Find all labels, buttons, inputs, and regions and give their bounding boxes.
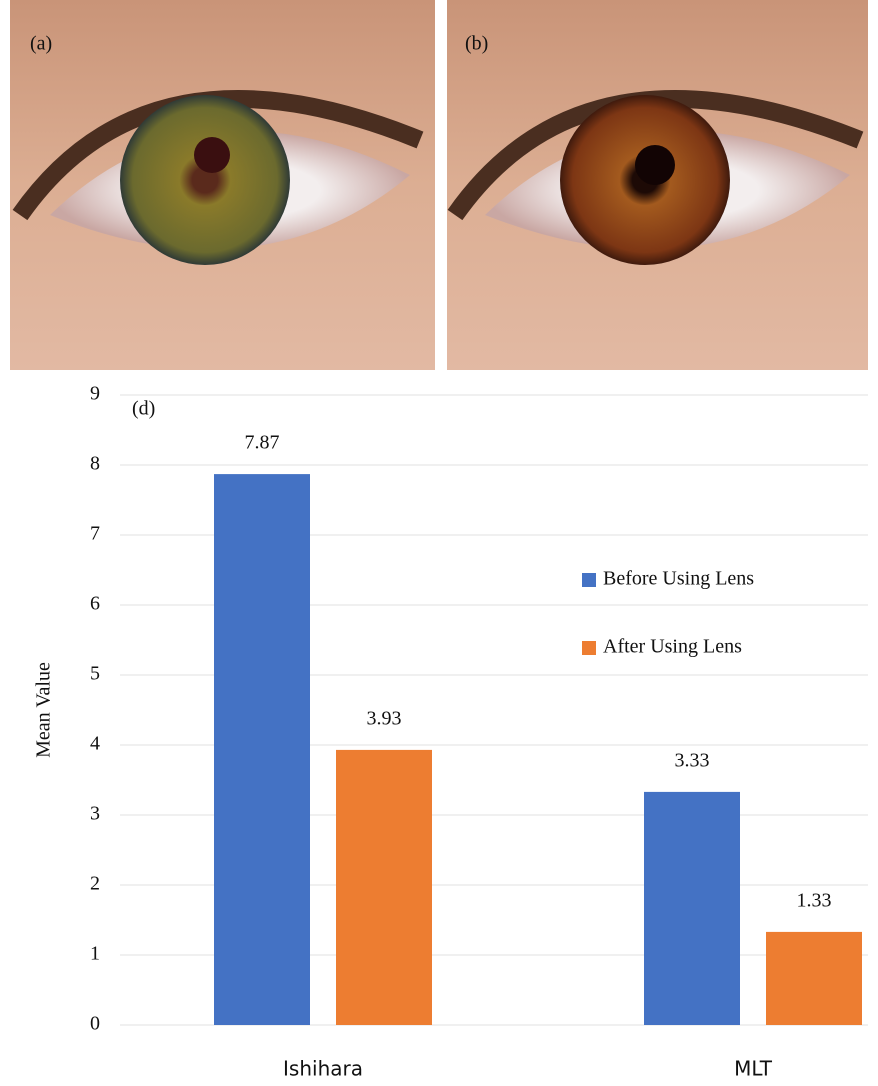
y-tick-label: 4 [90,733,100,755]
photo-a: (a) [10,0,435,370]
legend-label: Before Using Lens [603,568,754,590]
legend-swatch [582,573,596,587]
x-tick-label: Ishihara [283,1057,363,1081]
bar [766,931,862,1025]
y-axis-label: Mean Value [33,662,55,758]
photo-b: (b) [447,0,868,370]
y-tick-label: 6 [90,593,100,615]
panel-label: (b) [465,33,488,55]
y-tick-label: 2 [90,873,100,895]
y-tick-label: 8 [90,453,100,475]
x-tick-label: MLT [734,1057,773,1081]
value-label: 1.33 [797,889,832,911]
y-tick-label: 5 [90,663,100,685]
legend-label: After Using Lens [603,636,742,658]
y-tick-label: 3 [90,803,100,825]
plot: 0 1 2 3 4 5 6 7 8 9 Ishihara 7.87 3.93 MLT 3.33 1.33 Bef… [90,383,868,1081]
panel-label: (a) [30,33,52,55]
y-tick-label: 0 [90,1013,100,1035]
value-label: 7.87 [245,432,280,454]
legend-swatch [582,641,596,655]
value-label: 3.93 [367,707,402,729]
bar [644,791,740,1025]
y-tick-label: 1 [90,943,100,965]
chart-annotation: (d) [132,398,155,420]
y-tick-label: 7 [90,523,100,545]
value-label: 3.33 [675,749,710,771]
bar [214,474,310,1026]
bar [336,749,432,1025]
y-tick-label: 9 [90,383,100,405]
